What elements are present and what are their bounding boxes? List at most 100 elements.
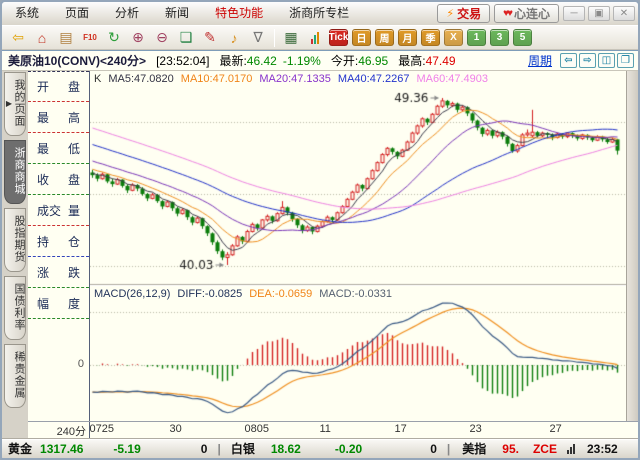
instrument-title: 美原油10(CONV)<240分>: [8, 54, 147, 68]
axis-labels: 0725 30 0805 11 17 23 27: [90, 422, 638, 438]
menu-item-新闻[interactable]: 新闻: [165, 6, 190, 20]
field-row-收盘: 收盘: [28, 164, 89, 195]
window-controls: ─ ▣ ✕: [563, 6, 638, 21]
main-area: 我的页面 ▶ 浙商商城股指期货国债利率稀贵金属 开盘最高最低收盘成交量持仓涨跌幅度 …: [2, 71, 638, 438]
period-button-3[interactable]: 3: [490, 29, 509, 46]
forward-nav-button[interactable]: ⇨: [579, 53, 596, 68]
menu-bar: 系统 页面 分析 新闻 特色功能 浙商所专栏 ⚡ 交易 ♥♥ 心连心 ─ ▣ ✕: [2, 2, 638, 25]
refresh-icon[interactable]: ↻: [108, 29, 120, 45]
heart-to-heart-button[interactable]: ♥♥ 心连心: [494, 4, 559, 23]
menu-item-特色功能[interactable]: 特色功能: [215, 6, 264, 20]
macd-zero-label: 0: [77, 358, 84, 370]
zoom-out-icon[interactable]: ⊖: [156, 29, 168, 45]
period-button-周[interactable]: 周: [375, 29, 394, 46]
zoom-in-icon[interactable]: ⊕: [132, 29, 144, 45]
lightning-icon: ⚡: [446, 8, 455, 20]
alert-icon[interactable]: ♪: [230, 29, 238, 46]
period-button-日[interactable]: 日: [352, 29, 371, 46]
menu-items: 系统 页面 分析 新闻 特色功能 浙商所专栏: [2, 2, 362, 25]
status-0: 0: [200, 441, 208, 456]
status-95.: 95.: [502, 441, 519, 456]
status-|: |: [446, 441, 451, 456]
kline-chart-icon[interactable]: [303, 27, 327, 48]
field-row-最高: 最高: [28, 102, 89, 133]
axis-tick-23: 23: [469, 423, 482, 435]
menu-item-系统[interactable]: 系统: [15, 6, 40, 20]
status-白银: 白银: [230, 442, 255, 456]
quote-time: [23:52:04]: [156, 53, 210, 68]
split-view-nav-button[interactable]: ◫: [598, 53, 615, 68]
quote-board-icon[interactable]: ▤: [59, 29, 73, 45]
ma-segment-2: MA10:47.0170: [180, 73, 253, 85]
axis-tick-30: 30: [169, 423, 182, 435]
quote-info-bar: 美原油10(CONV)<240分> [23:52:04] 最新: 46.42 -1…: [2, 50, 638, 71]
period-button-1[interactable]: 1: [467, 29, 486, 46]
axis-tick-11: 11: [319, 423, 331, 435]
period-button-X[interactable]: X: [444, 29, 463, 46]
field-row-幅度: 幅度: [28, 288, 89, 319]
signal-icon: [566, 443, 575, 454]
ma-segment-1: MA5:47.0820: [108, 73, 174, 85]
sidebar-tab-国债利率[interactable]: 国债利率: [4, 276, 26, 340]
sidebar-tab-浙商商城[interactable]: 浙商商城: [4, 140, 26, 204]
menu-item-分析[interactable]: 分析: [115, 6, 140, 20]
status--5.19: -5.19: [113, 441, 141, 456]
chart-canvas[interactable]: [90, 71, 626, 421]
full-view-nav-button[interactable]: ❐: [617, 53, 634, 68]
axis-tick-0805: 0805: [244, 423, 269, 435]
period-link[interactable]: 周期: [527, 54, 552, 68]
last-value: 46.42: [246, 53, 277, 68]
field-row-涨跌: 涨跌: [28, 257, 89, 288]
status--0.20: -0.20: [334, 441, 363, 456]
back-icon[interactable]: ⇦: [12, 29, 24, 45]
status-18.62: 18.62: [270, 441, 301, 456]
open-value: 46.95: [358, 53, 389, 68]
status-黄金: 黄金: [8, 442, 33, 456]
open-label: 今开:: [330, 54, 359, 68]
close-button[interactable]: ✕: [613, 6, 635, 21]
sidebar-tab-股指期货[interactable]: 股指期货: [4, 208, 26, 272]
status-美指: 美指: [462, 442, 487, 456]
sidebar-tab-我的页面[interactable]: 我的页面 ▶: [4, 72, 26, 136]
minimize-button[interactable]: ─: [563, 6, 585, 21]
period-cell: 240分: [28, 422, 90, 438]
ma-segment-5: MA60:47.4903: [416, 73, 489, 85]
field-row-最低: 最低: [28, 133, 89, 164]
overlay-icon[interactable]: ❏: [179, 29, 193, 45]
field-row-成交量: 成交量: [28, 195, 89, 226]
restore-button[interactable]: ▣: [588, 6, 610, 21]
trade-button[interactable]: ⚡ 交易: [437, 4, 491, 23]
status-ZCE: ZCE: [532, 441, 557, 456]
field-label-panel: 开盘最高最低收盘成交量持仓涨跌幅度 0: [28, 71, 90, 421]
period-button-Tick[interactable]: Tick: [329, 29, 348, 46]
axis-tick-0725: 0725: [89, 423, 114, 435]
kline-bars: [311, 31, 319, 44]
status-bar: 黄金 1317.46 -5.19 0 | 白银 18.62 -0.20 0 | 美指 95. ZCE 2…: [2, 438, 638, 458]
ma-segment-3: MA20:47.1335: [259, 73, 331, 85]
right-scrollbar[interactable]: [626, 71, 638, 421]
status-clock: 23:52: [586, 441, 618, 456]
period-button-季[interactable]: 季: [421, 29, 440, 46]
ma-segment-4: MA40:47.2267: [337, 73, 410, 85]
filter-icon[interactable]: ∇: [253, 29, 263, 45]
status-|: |: [217, 441, 221, 456]
kline-chart[interactable]: K MA5:47.0820 MA10:47.0170 MA20:47.1335 MA40…: [90, 71, 626, 421]
menu-item-浙商所专栏[interactable]: 浙商所专栏: [289, 6, 350, 20]
draw-icon[interactable]: ✎: [204, 29, 216, 45]
sidebar-tab-稀贵金属[interactable]: 稀贵金属: [4, 344, 26, 408]
axis-tick-27: 27: [549, 423, 562, 435]
quote-table-icon[interactable]: ▦: [284, 29, 298, 45]
home-icon[interactable]: ⌂: [37, 29, 47, 46]
change-percent: -1.19%: [282, 53, 321, 68]
toolbar: ⇦ ⌂ ▤ F10 ↻ ⊕ ⊖ ❏ ✎ ♪ ∇ ▦ Tick 日周月季 X 1 3 5: [2, 25, 638, 50]
macd-segment-3: MACD:-0.0331: [319, 288, 392, 300]
kline-header: K MA5:47.0820 MA10:47.0170 MA20:47.1335 MA40…: [94, 73, 495, 85]
side-tab-strip: 我的页面 ▶ 浙商商城股指期货国债利率稀贵金属: [2, 71, 28, 438]
macd-header: MACD(26,12,9) DIFF:-0.0825 DEA:-0.0659 MACD…: [94, 288, 399, 300]
period-button-月[interactable]: 月: [398, 29, 417, 46]
back-nav-button[interactable]: ⇦: [560, 53, 577, 68]
period-button-5[interactable]: 5: [513, 29, 532, 46]
f10-info-icon[interactable]: F10: [83, 33, 97, 42]
menu-item-页面[interactable]: 页面: [65, 6, 90, 20]
